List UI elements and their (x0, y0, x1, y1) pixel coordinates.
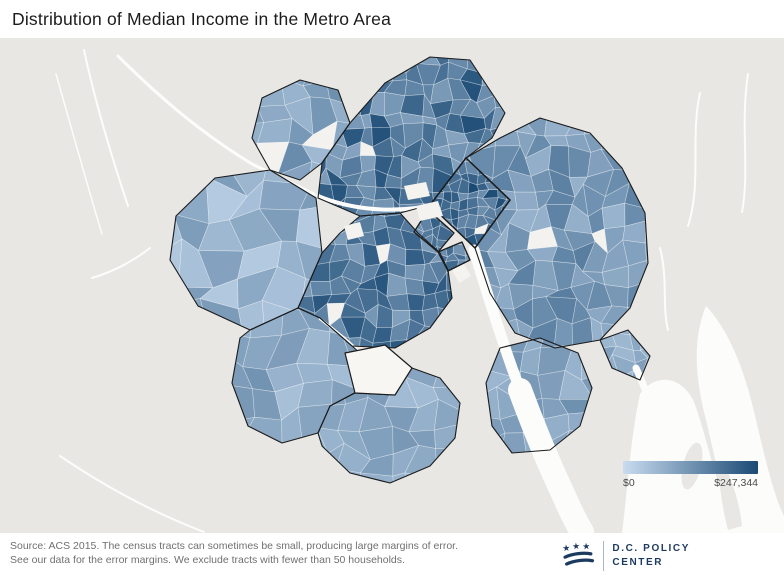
source-note-line1: Source: ACS 2015. The census tracts can … (10, 540, 459, 552)
water-bodies (316, 194, 784, 533)
map-canvas[interactable] (0, 38, 784, 533)
legend-max-label: $247,344 (714, 477, 758, 489)
dc-flag-icon: ★ ★ ★ (562, 542, 595, 566)
color-legend: $0 $247,344 (623, 461, 758, 489)
terrain-rivers (55, 49, 749, 533)
header: Distribution of Median Income in the Met… (0, 0, 784, 38)
logo-text-line1: D.C. POLICY (612, 543, 690, 554)
svg-text:★: ★ (582, 542, 591, 553)
source-note-line2: See our data for the error margins. We e… (10, 553, 405, 566)
choropleth-map: $0 $247,344 (0, 38, 784, 533)
svg-text:★: ★ (572, 542, 581, 553)
page-title: Distribution of Median Income in the Met… (12, 8, 392, 29)
legend-gradient-bar (623, 461, 758, 474)
footer: Source: ACS 2015. The census tracts can … (0, 533, 784, 584)
logo-divider (603, 541, 605, 571)
bay-islands (681, 330, 769, 530)
county-outlines (169, 56, 651, 484)
dc-policy-center-logo: ★ ★ ★ D.C. POLICY CENTER (561, 541, 690, 571)
excluded-tracts (344, 182, 471, 396)
legend-min-label: $0 (623, 477, 635, 489)
logo-text-line2: CENTER (612, 557, 664, 568)
source-note: Source: ACS 2015. The census tracts can … (10, 540, 480, 568)
svg-text:★: ★ (562, 544, 571, 555)
